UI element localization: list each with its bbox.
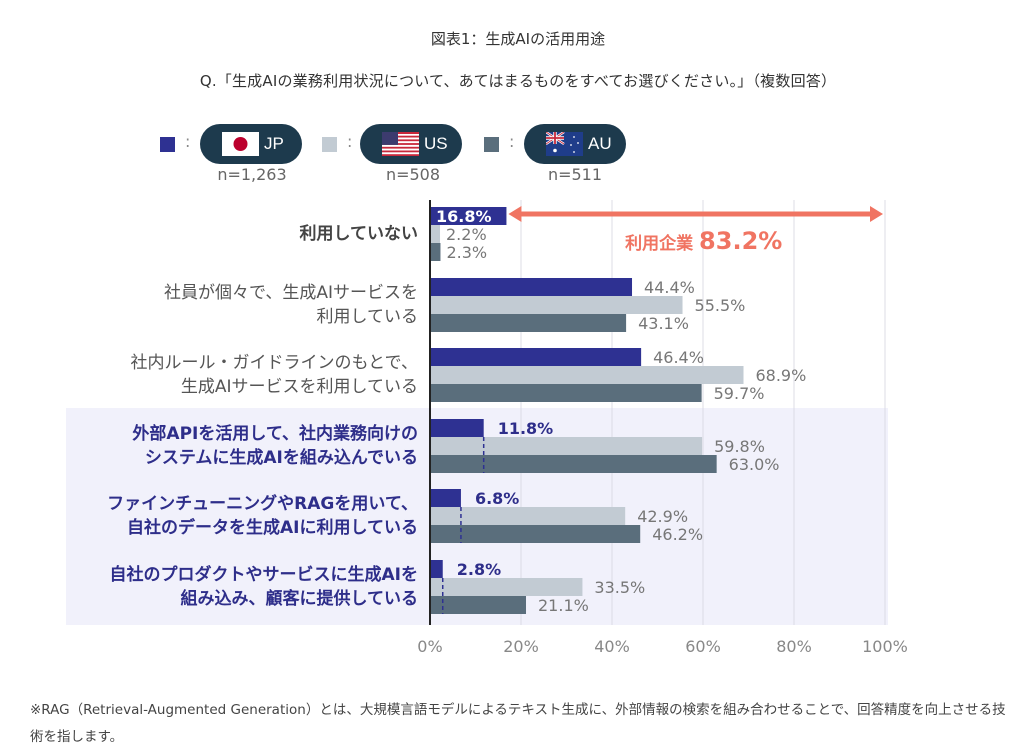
x-tick-label: 20% [503,637,539,656]
legend-pill-jp: JP [200,124,302,164]
value-label-jp: 6.8% [475,489,519,508]
category-label-line: 社員が個々で、生成AIサービスを [164,283,418,303]
category-label: 利用していない [300,222,419,246]
category-label-line: 外部APIを活用して、社内業務向けの [132,424,418,444]
value-label-us: 2.2% [446,225,487,244]
value-label-jp: 11.8% [498,419,554,438]
category-label: 社内ルール・ガイドラインのもとで、生成AIサービスを利用している [131,351,418,399]
category-label-line: 利用していない [299,224,419,244]
x-tick-label: 40% [594,637,630,656]
annotation-label: 利用企業 83.2% [625,227,782,255]
category-label-line: ファインチューニングやRAGを用いて、 [107,494,418,514]
value-label-jp: 16.8% [436,207,492,226]
legend-colon: : [347,132,353,151]
category-label: 自社のプロダクトやサービスに生成AIを組み込み、顧客に提供している [110,563,418,611]
survey-question: Q.「生成AIの業務利用状況について、あてはまるものをすべてお選びください。」（… [199,72,837,90]
value-label-us: 55.5% [695,296,746,315]
australia-flag-icon [546,132,583,156]
legend-label-jp: JP [264,134,284,153]
value-label-jp: 2.8% [457,560,501,579]
x-tick-label: 0% [417,637,442,656]
bar-au [430,596,527,614]
value-label-us: 33.5% [594,578,645,597]
footnote: ※RAG（Retrieval-Augmented Generation）とは、大… [30,702,1006,745]
legend-pill-us: US [360,124,462,164]
bar-au [430,525,641,543]
bar-us [430,366,744,384]
bar-chart: 16.8% 44.4% 46.4% 11.8% 6.8% 2.8% 2.2% 55.5% 68.… [417,200,908,656]
bar-us [430,578,583,596]
bar-jp [430,278,633,296]
bar-us [430,507,626,525]
category-label: ファインチューニングやRAGを用いて、自社のデータを生成AIに利用している [107,492,418,540]
value-label-us: 42.9% [637,507,688,526]
bar-us [430,437,703,455]
value-label-au: 59.7% [714,384,765,403]
category-label-line: 組み込み、顧客に提供している [180,589,419,609]
value-label-au: 21.1% [538,596,589,615]
bar-jp [430,348,642,366]
category-label-line: システムに生成AIを組み込んでいる [144,448,418,468]
legend-pill-au: AU [524,124,626,164]
category-label-line: 自社のデータを生成AIに利用している [127,518,418,538]
bar-au [430,384,702,402]
bar-au [430,314,627,332]
bar-jp [430,489,461,507]
x-tick-label: 80% [776,637,812,656]
bar-au [430,243,441,261]
chart-title: 図表1：生成AIの活用用途 [430,30,606,48]
category-label-line: 社内ルール・ガイドラインのもとで、 [130,353,418,373]
bar-us [430,225,441,243]
value-label-us: 59.8% [714,437,765,456]
category-label: 社員が個々で、生成AIサービスを利用している [164,281,418,329]
x-tick-label: 100% [862,637,908,656]
legend-n-us: n=508 [385,165,441,184]
legend-swatch-us [322,137,337,152]
legend-n-jp: n=1,263 [217,165,287,184]
legend-swatch-jp [160,137,175,152]
category-label: 外部APIを活用して、社内業務向けのシステムに生成AIを組み込んでいる [132,422,418,470]
value-label-au: 2.3% [446,243,487,262]
x-tick-label: 60% [685,637,721,656]
legend-colon: : [509,132,515,151]
legend-label-au: AU [588,134,612,153]
value-label-jp: 46.4% [653,348,704,367]
legend-label-us: US [424,134,448,153]
value-label-au: 43.1% [638,314,689,333]
bar-jp [430,419,484,437]
category-label-line: 自社のプロダクトやサービスに生成AIを [109,565,418,585]
value-label-au: 46.2% [652,525,703,544]
value-label-au: 63.0% [729,455,780,474]
japan-flag-icon [222,132,259,156]
category-label-line: 利用している [316,307,419,327]
value-label-us: 68.9% [755,366,806,385]
category-label-line: 生成AIサービスを利用している [180,377,418,397]
legend-n-au: n=511 [547,165,603,184]
value-label-jp: 44.4% [644,278,695,297]
legend-swatch-au [484,137,499,152]
bar-au [430,455,717,473]
bar-jp [430,207,507,225]
bar-us [430,296,683,314]
annotation-text: 利用企業 [625,233,699,254]
arrow-right-icon [870,206,883,222]
bar-jp [430,560,443,578]
us-flag-icon [382,132,419,156]
annotation-value: 83.2% [699,227,782,255]
legend-colon: : [185,132,191,151]
arrow-left-icon [508,206,522,222]
